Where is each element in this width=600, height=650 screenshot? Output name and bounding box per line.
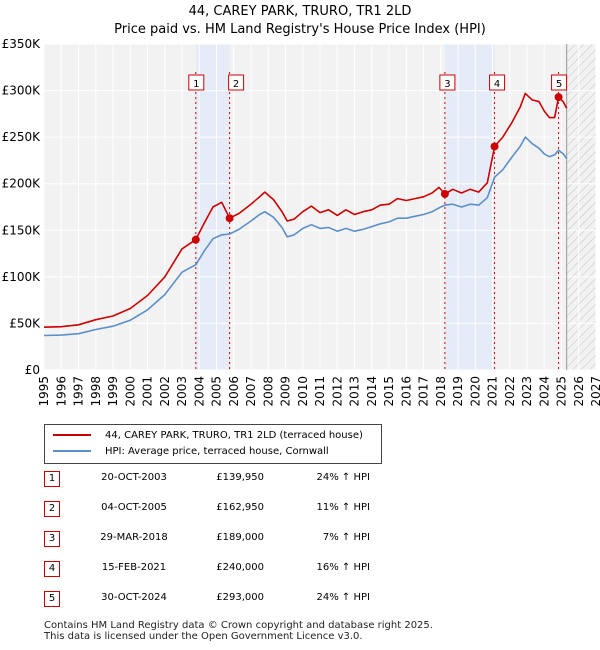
footer-licence: This data is licensed under the Open Gov… [44,631,363,642]
x-tick-label: 1997 [72,376,86,407]
y-tick-label: £0 [25,363,40,377]
transaction-date: 30-OCT-2024 [101,592,167,603]
price-chart: 1 2 3 4 5 £0 £50K £100K £150K £200K £250K £300K £350… [2,37,600,407]
transaction-hpi-change: 16% ↑ HPI [316,562,370,573]
x-tick-label: 2006 [227,376,241,407]
x-tick-label: 2012 [330,376,344,407]
x-tick-label: 1999 [106,376,120,407]
transaction-point [225,214,234,223]
x-tick-label: 2015 [382,376,396,407]
transaction-price: £240,000 [216,562,264,573]
x-tick-label: 2005 [210,376,224,407]
legend-swatch-hpi [53,450,91,452]
transaction-hpi-change: 24% ↑ HPI [316,472,370,483]
x-tick-label: 1998 [89,376,103,407]
transaction-number-badge: 1 [44,471,60,487]
legend-item-hpi: HPI: Average price, terraced house, Corn… [53,445,329,459]
transaction-point [554,93,563,102]
y-tick-label: £350K [2,37,42,51]
x-tick-label: 2004 [192,376,206,407]
x-tick-label: 1996 [54,376,68,407]
transaction-number-badge: 5 [44,591,60,607]
y-tick-label: £150K [2,223,42,237]
transaction-hpi-change: 24% ↑ HPI [316,592,370,603]
x-tick-label: 2018 [434,376,448,407]
transaction-date: 20-OCT-2003 [101,472,167,483]
x-tick-label: 2009 [279,376,293,407]
x-tick-label: 2021 [486,376,500,407]
chart-legend: 44, CAREY PARK, TRURO, TR1 2LD (terraced… [44,424,382,464]
transaction-number-box [188,74,205,91]
legend-swatch-property [53,434,91,436]
chart-subtitle: Price paid vs. HM Land Registry's House … [114,22,486,37]
transaction-date: 15-FEB-2021 [101,562,167,573]
transaction-date: 29-MAR-2018 [100,532,168,543]
x-tick-label: 2008 [261,376,275,407]
x-tick-label: 2027 [589,376,600,407]
y-tick-label: £200K [2,177,42,191]
transaction-number-box [439,74,456,91]
y-tick-label: £100K [2,270,42,284]
x-tick-label: 2014 [365,376,379,407]
transaction-point [191,235,200,244]
x-tick-label: 1995 [37,376,51,407]
transaction-number-label: 3 [444,79,450,90]
transaction-price: £293,000 [216,592,264,603]
transaction-number-label: 2 [233,79,239,90]
transaction-hpi-change: 11% ↑ HPI [316,502,370,513]
transaction-price: £162,950 [216,502,264,513]
transaction-number-badge: 2 [44,501,60,517]
x-tick-label: 2023 [520,376,534,407]
footer-copyright: Contains HM Land Registry data © Crown c… [44,620,433,631]
legend-item-property: 44, CAREY PARK, TRURO, TR1 2LD (terraced… [53,429,363,443]
chart-title: 44, CAREY PARK, TRURO, TR1 2LD [188,4,412,19]
x-tick-label: 2002 [158,376,172,407]
x-tick-label: 2001 [141,376,155,407]
transaction-price: £139,950 [216,472,264,483]
shaded-period [444,44,495,370]
transaction-number-box [551,74,568,91]
transaction-number-badge: 4 [44,561,60,577]
transaction-number-badge: 3 [44,531,60,547]
table-row: 1 20-OCT-2003 £139,950 24% ↑ HPI [44,471,444,487]
y-tick-label: £250K [2,130,42,144]
transaction-number-box [228,74,245,91]
table-row: 4 15-FEB-2021 £240,000 16% ↑ HPI [44,561,444,577]
transaction-point [490,142,499,151]
table-row: 5 30-OCT-2024 £293,000 24% ↑ HPI [44,591,444,607]
x-tick-label: 2017 [417,376,431,407]
legend-label-hpi: HPI: Average price, terraced house, Corn… [105,446,329,457]
table-row: 3 29-MAR-2018 £189,000 7% ↑ HPI [44,531,444,547]
x-tick-label: 2000 [123,376,137,407]
x-tick-label: 2010 [296,376,310,407]
legend-label-property: 44, CAREY PARK, TRURO, TR1 2LD (terraced… [105,430,363,441]
x-tick-label: 2025 [555,376,569,407]
x-tick-label: 2026 [572,376,586,407]
x-tick-label: 2024 [537,376,551,407]
table-row: 2 04-OCT-2005 £162,950 11% ↑ HPI [44,501,444,517]
x-tick-label: 2016 [399,376,413,407]
transaction-hpi-change: 7% ↑ HPI [322,532,370,543]
y-tick-label: £50K [9,316,41,330]
transaction-number-label: 1 [193,79,199,90]
x-tick-label: 2020 [468,376,482,407]
x-tick-label: 2007 [244,376,258,407]
transaction-number-label: 4 [494,79,500,90]
transaction-date: 04-OCT-2005 [101,502,167,513]
transaction-number-label: 5 [556,79,562,90]
x-tick-label: 2011 [313,376,327,407]
x-tick-label: 2003 [175,376,189,407]
series-line-property [43,92,568,328]
x-tick-label: 2013 [348,376,362,407]
transaction-point [440,189,449,198]
x-tick-label: 2019 [451,376,465,407]
forecast-hatch [566,44,596,370]
y-tick-label: £300K [2,84,42,98]
transaction-number-box [489,74,506,91]
series-line-hpi [43,136,568,337]
transaction-price: £189,000 [216,532,264,543]
x-tick-label: 2022 [503,376,517,407]
